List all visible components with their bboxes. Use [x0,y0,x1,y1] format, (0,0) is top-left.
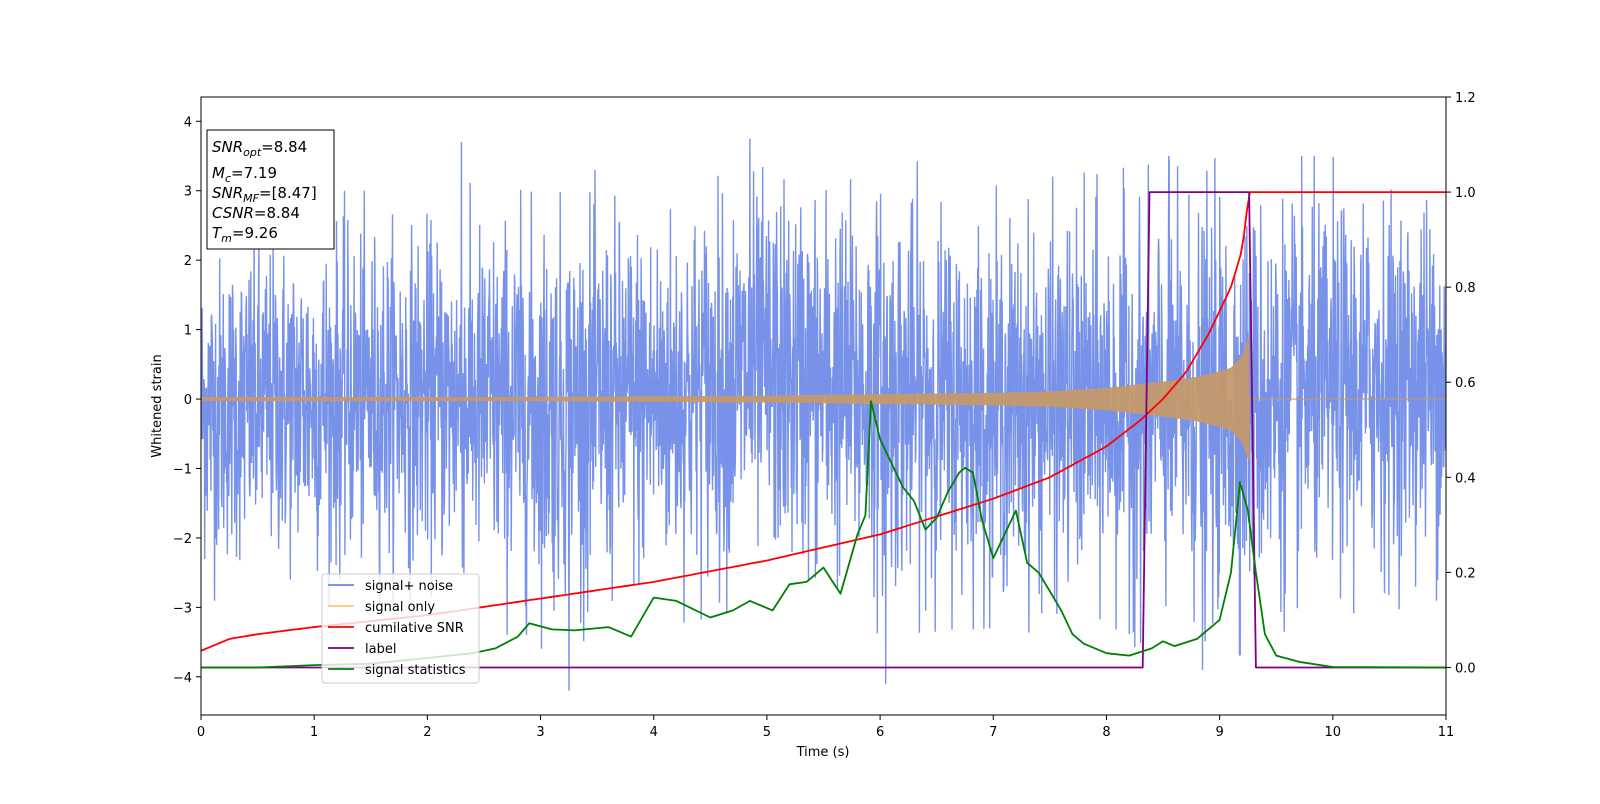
y-right-tick-label: 1.2 [1455,91,1476,106]
x-tick-label: 3 [536,725,544,740]
y-left-tick-label: −2 [173,532,192,547]
signal-statistics-line [201,400,1446,669]
y-left-tick-label: 0 [184,393,192,408]
y-left-tick-label: −4 [173,671,192,686]
y-right-tick-label: 0.0 [1455,661,1476,676]
legend-item-signal-statistics: signal statistics [365,663,466,678]
legend-item-signal-only: signal only [365,600,435,615]
legend-item-cumulative-snr: cumilative SNR [365,621,464,636]
x-tick-label: 7 [989,725,997,740]
label-line [201,191,1446,669]
y-right-tick-label: 0.6 [1455,376,1476,391]
x-tick-label: 2 [423,725,431,740]
x-tick-label: 11 [1438,725,1455,740]
x-tick-label: 4 [650,725,658,740]
y-right-tick-label: 0.2 [1455,566,1476,581]
y-left-tick-label: 1 [184,324,192,339]
x-axis-title: Time (s) [796,745,850,760]
plot-frame [200,96,1447,716]
y-right-tick-label: 1.0 [1455,186,1476,201]
info-line: Tm=9.26 [212,224,278,245]
signal-noise-line [201,138,1446,691]
info-line: SNRMF=[8.47] [212,184,317,205]
info-box-frame [206,129,335,250]
x-tick-label: 1 [310,725,318,740]
y-left-tick-label: −1 [173,462,192,477]
y-left-tick-label: 4 [184,115,192,130]
legend-item-signal-noise: signal+ noise [365,579,453,594]
y-axis-title: Whitened strain [150,354,165,457]
legend-frame [321,573,480,684]
x-tick-label: 10 [1325,725,1342,740]
legend: signal+ noise signal only cumilative SNR la… [321,573,480,684]
signal-only-line [201,337,1446,462]
info-line: CSNR=8.84 [212,204,300,222]
info-line: SNRopt=8.84 [212,138,307,159]
y-left-tick-label: 3 [184,185,192,200]
x-tick-label: 0 [197,725,205,740]
x-tick-label: 9 [1215,725,1223,740]
legend-item-label: label [365,642,396,657]
y-left-tick-label: 2 [184,254,192,269]
x-tick-label: 5 [763,725,771,740]
y-right-tick-label: 0.8 [1455,281,1476,296]
y-right-tick-label: 0.4 [1455,471,1476,486]
info-line: Mc=7.19 [212,164,277,185]
x-tick-label: 8 [1102,725,1110,740]
x-tick-label: 6 [876,725,884,740]
y-left-tick-label: −3 [173,601,192,616]
axes-layer: 0 1 2 3 4 5 6 7 8 9 10 11 −4 −3 −2 −1 0 1 2 3 4 0.0 0.2 0.4 0.6 0… [173,91,1476,740]
